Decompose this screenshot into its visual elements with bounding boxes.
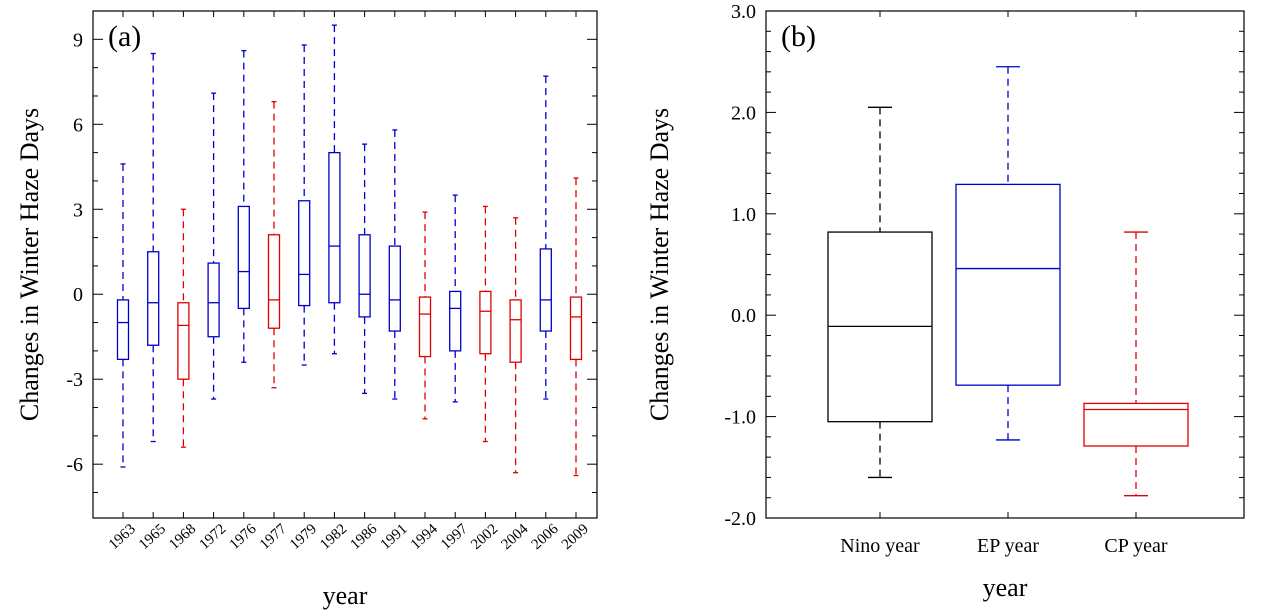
box-ep-year (955, 66, 1061, 441)
iqr-box (177, 302, 190, 380)
box-cp-year (1083, 231, 1189, 497)
panel-label: (a) (108, 20, 141, 53)
y-tick-label: 1.0 (731, 204, 756, 226)
y-tick-label: 3 (73, 199, 83, 221)
y-tick-label: -3 (66, 369, 83, 391)
x-tick-label: 1986 (347, 521, 380, 553)
iqr-box (298, 200, 311, 307)
x-tick-label: Nino year (840, 535, 920, 557)
box-1982 (328, 24, 341, 355)
panel-b-chart: -2.0 -1.0 0.0 1.0 2.0 3.0 Nino year EP year CP y… (645, 1, 1245, 602)
x-tick-label: 2009 (559, 521, 592, 553)
x-axis-title: year (983, 573, 1028, 602)
plot-frame (765, 10, 1245, 519)
box-1991 (388, 129, 401, 400)
box-2006 (539, 75, 552, 400)
box-1986 (358, 143, 371, 395)
x-tick-label: 2002 (468, 521, 501, 553)
iqr-box (955, 183, 1061, 386)
x-tick-label: 1982 (317, 521, 350, 553)
box-2002 (479, 205, 492, 443)
iqr-box (267, 234, 281, 329)
box-1997 (449, 194, 462, 403)
y-tick-label: 9 (73, 29, 83, 51)
x-tick-label: 1997 (438, 521, 471, 553)
plot-frame (92, 10, 598, 519)
x-axis-title: year (323, 581, 368, 610)
box-1968 (177, 208, 190, 448)
box-1965 (147, 52, 160, 443)
y-tick-label: 2.0 (731, 102, 756, 124)
box-1977 (267, 100, 281, 389)
iqr-box (358, 234, 371, 318)
panel-a-chart: -6 -3 0 3 6 9 19631965196819721976197719791982… (15, 10, 598, 610)
iqr-box (509, 299, 522, 363)
iqr-box (1083, 402, 1189, 447)
x-tick-label: 1968 (166, 521, 199, 553)
iqr-box (116, 299, 130, 361)
iqr-box (388, 245, 401, 332)
y-tick-label: -2.0 (724, 508, 756, 530)
box-1979 (298, 44, 311, 366)
iqr-box (207, 262, 220, 338)
iqr-box (147, 251, 160, 346)
y-tick-label: -6 (66, 454, 83, 476)
box-1994 (418, 211, 432, 420)
box-nino-year (827, 106, 933, 479)
y-tick-label: -1.0 (724, 407, 756, 429)
iqr-box (479, 290, 492, 355)
y-tick-label: 0 (73, 284, 83, 306)
x-tick-label: 1977 (257, 521, 290, 553)
y-axis-title: Changes in Winter Haze Days (645, 108, 674, 421)
box-2004 (509, 217, 522, 474)
x-tick-label: 2006 (529, 521, 562, 553)
box-2009 (569, 177, 583, 477)
iqr-box (418, 296, 432, 358)
box-1963 (116, 163, 130, 468)
x-tick-label: 2004 (498, 521, 531, 553)
x-tick-label: 1972 (196, 521, 229, 553)
x-tick-label: CP year (1104, 535, 1167, 557)
y-tick-label: 0.0 (731, 305, 756, 327)
box-1972 (207, 92, 220, 400)
box-1976 (237, 50, 250, 363)
x-tick-label: EP year (977, 535, 1039, 557)
y-tick-label: 6 (73, 114, 83, 136)
x-tick-label: 1994 (408, 521, 441, 553)
y-tick-label: 3.0 (731, 1, 756, 23)
x-tick-label: 1991 (378, 521, 411, 553)
x-tick-label: 1963 (106, 521, 139, 553)
iqr-box (449, 290, 462, 352)
iqr-box (237, 205, 250, 310)
x-tick-label: 1965 (136, 521, 169, 553)
iqr-box (328, 151, 341, 304)
iqr-box (539, 248, 552, 332)
x-tick-label: 1976 (227, 521, 260, 553)
panel-label: (b) (781, 20, 816, 53)
y-axis-title: Changes in Winter Haze Days (15, 108, 44, 421)
iqr-box (569, 296, 583, 361)
x-tick-label: 1979 (287, 521, 320, 553)
